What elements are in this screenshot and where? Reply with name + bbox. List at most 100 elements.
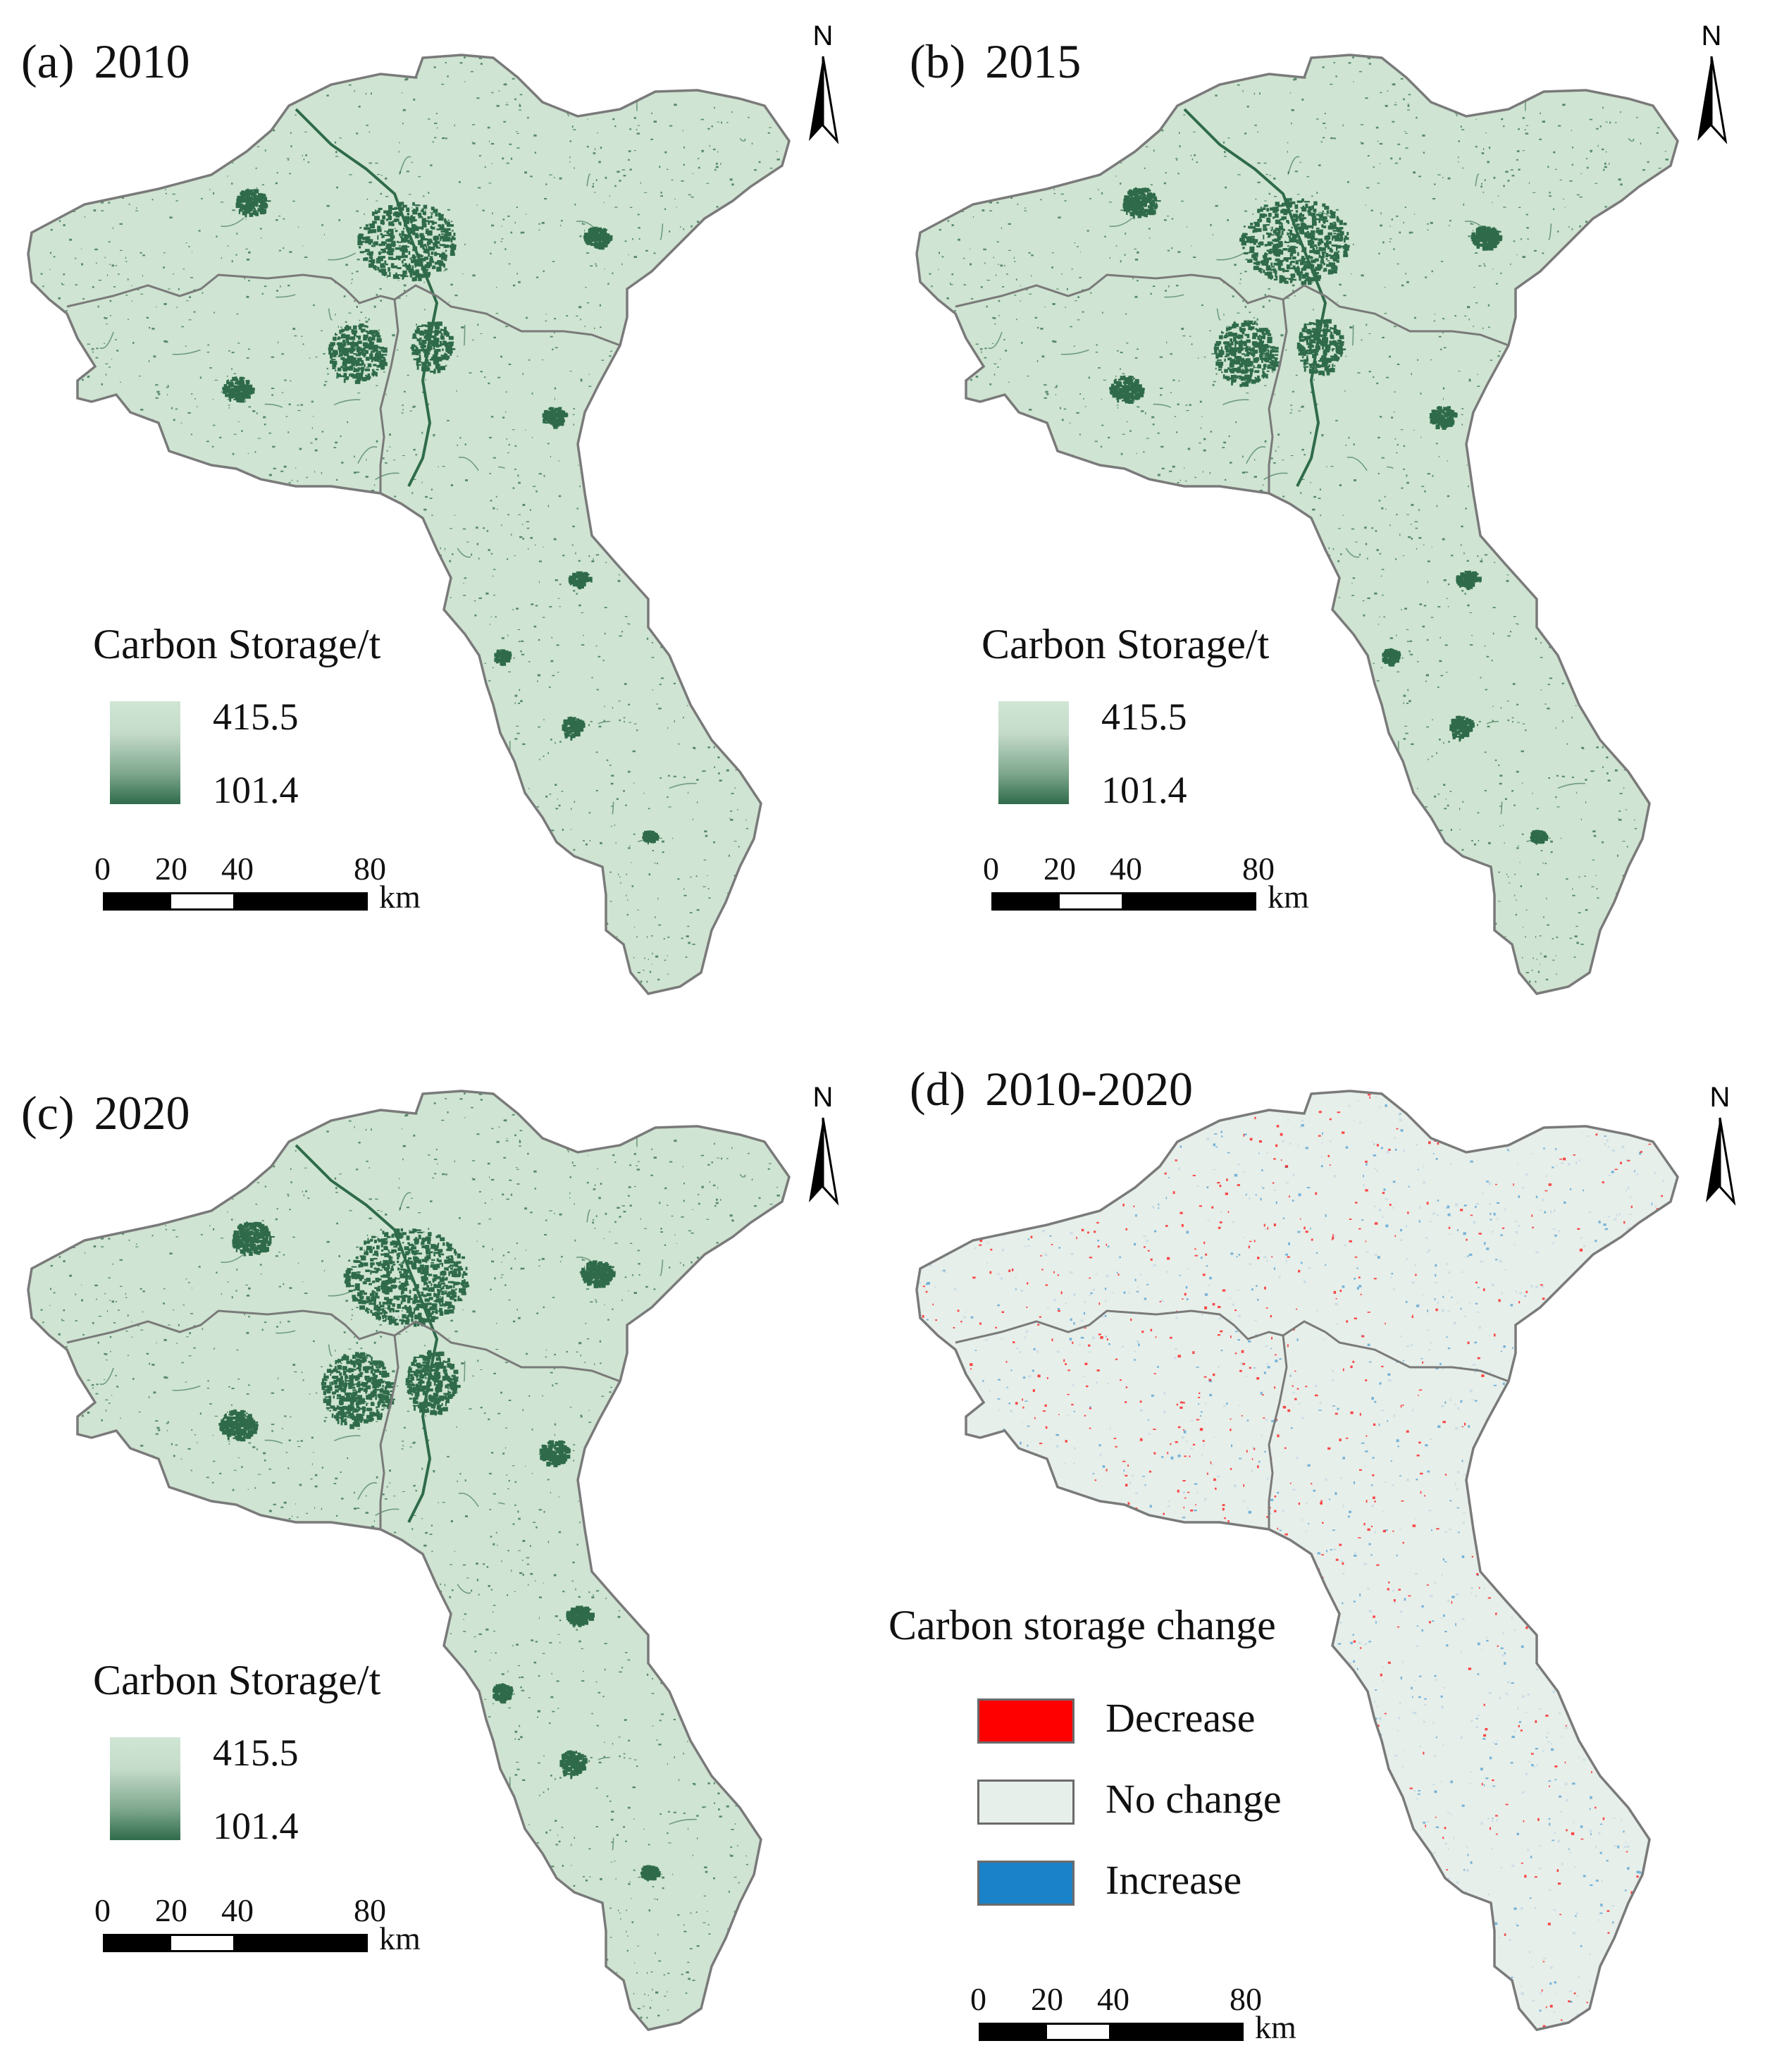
urban-cluster [559,1750,588,1780]
road-line [576,1256,602,1273]
panel-a: (a) 2010 N Carbon Storage/t 415.5 101.4 0… [0,0,889,1036]
north-arrow-right-half [822,1117,839,1206]
panel-d: (d) 2010-2020 N Carbon storage change Dec… [889,1036,1777,2072]
road-line [1475,173,1480,187]
scale-segment [169,892,235,911]
urban-cluster [539,1440,571,1467]
scale-segment [235,1934,368,1952]
road-line [660,1259,664,1276]
road-line [669,782,697,789]
north-arrow-right-half [822,56,839,144]
road-line [669,1818,697,1825]
legend-min-a: 101.4 [213,769,299,811]
panel-title-d: (d) 2010-2020 [910,1062,1193,1116]
land-area [917,55,1678,994]
north-label: N [813,20,834,51]
scale-unit: km [1268,879,1309,915]
urban-cluster [566,1605,595,1627]
road-line [1351,325,1354,346]
legend-label-no-change: No change [1106,1776,1282,1822]
road-line [328,308,333,321]
urban-cluster [1530,830,1549,845]
road-line [1287,156,1300,175]
road-line [638,837,662,843]
legend-max-b: 415.5 [1101,696,1187,738]
legend-min-b: 101.4 [1101,769,1187,811]
north-arrow-left-half [1697,56,1711,141]
road-line [333,399,361,406]
scale-segment [1058,892,1124,911]
urban-cluster [1449,715,1475,742]
urban-cluster [232,1221,275,1257]
road-line [1318,211,1330,218]
road-line [1060,349,1089,355]
road-line [463,1361,466,1382]
county-boundary [379,299,400,493]
north-arrow-right-half [1719,1117,1736,1206]
region-outline [915,1090,1679,2031]
scale-segment [1045,2023,1111,2041]
north-arrow-icon: N [809,1082,839,1206]
road-line [399,1192,411,1211]
urban-cluster [493,1683,514,1704]
road-line [458,456,479,471]
north-arrow-icon: N [1706,1082,1736,1206]
change-legend-title: Carbon storage change [889,1602,1276,1648]
scale-tick-label: 20 [155,1892,187,1928]
road-line [221,217,244,228]
road-line [357,1482,378,1500]
scale-segment [979,2023,1045,2041]
panel-title-b: (b) 2015 [910,35,1082,88]
map-c [27,1090,791,2031]
road-line [1109,217,1133,228]
urban-cluster [1456,570,1482,591]
road-line [598,1756,611,1760]
scale-tick-label: 80 [354,851,386,887]
change-raster [917,1091,1678,2030]
road-line [598,720,611,724]
north-label: N [1710,1082,1730,1113]
road-line [638,1873,662,1879]
road-line [1464,220,1490,237]
road-line [498,1502,505,1505]
legend-max-a: 415.5 [213,696,299,738]
road-line [1486,720,1499,724]
legend-ramp-c [110,1737,180,1840]
urban-cluster [1429,406,1458,430]
road-line [612,1837,614,1851]
road-line [457,548,471,558]
panel-b: (b) 2015 N Carbon Storage/t 415.5 101.4 0… [889,0,1777,1036]
legend-title-b: Carbon Storage/t [982,621,1270,667]
road-line [1346,456,1368,471]
road-line [612,801,614,815]
north-arrow-icon: N [1697,20,1728,144]
road-line [463,325,466,346]
urban-cluster [562,716,586,741]
road-line [99,331,114,350]
scale-unit: km [1255,2009,1296,2045]
urban-cluster [357,202,457,282]
road-line [328,1288,356,1297]
road-line [375,472,400,481]
panel-c: (c) 2020 N Carbon Storage/t 415.5 101.4 0… [0,1036,889,2072]
road-line [586,1209,591,1223]
road-line [333,1435,361,1442]
urban-cluster [222,376,255,403]
road-line [1291,262,1294,267]
road-line [1548,223,1552,240]
legend-max-c: 415.5 [213,1732,299,1774]
north-arrow-left-half [809,1118,823,1202]
road-line [375,1508,400,1517]
road-line [429,1247,442,1254]
road-line [988,331,1003,350]
urban-cluster [1470,226,1503,251]
legend-swatch-no-change [977,1780,1075,1825]
road-line [172,349,201,355]
county-boundary [1268,299,1288,493]
legend-ramp-a [110,701,180,804]
road-line [328,252,356,261]
legend-swatch-decrease [977,1698,1075,1744]
road-line [1222,399,1249,406]
county-boundary [66,273,621,347]
land-area [28,1091,789,2030]
